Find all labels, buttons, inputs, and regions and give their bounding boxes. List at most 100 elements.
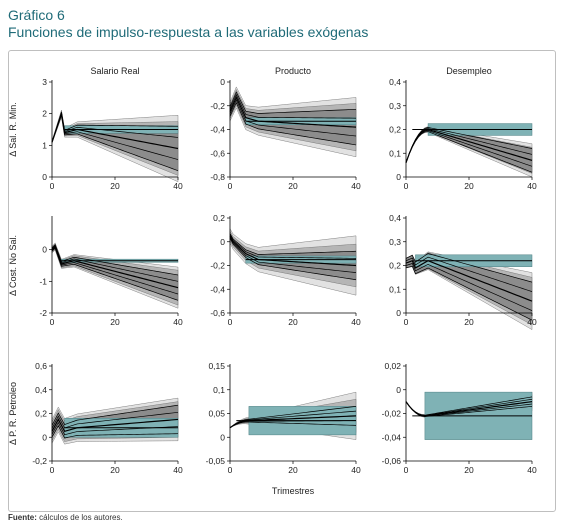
response-line [51, 411, 179, 429]
x-tick-label: 40 [173, 465, 183, 475]
response-line [405, 131, 533, 173]
response-line [51, 244, 179, 282]
y-tick-label: 0 [42, 245, 47, 255]
source-note: Fuente: cálculos de los autores. [8, 513, 123, 522]
column-title: Desempleo [446, 66, 492, 76]
x-tick-label: 40 [527, 181, 537, 191]
y-tick-label: -0,6 [210, 148, 225, 158]
y-tick-label: 1 [42, 140, 47, 150]
response-line [405, 265, 533, 321]
y-tick-label: 0 [396, 385, 401, 395]
column-title: Producto [275, 66, 311, 76]
x-tick-label: 40 [351, 181, 361, 191]
y-tick-label: -0,4 [210, 125, 225, 135]
y-tick-label: 0 [396, 308, 401, 318]
response-line [405, 396, 533, 416]
response-line [405, 128, 533, 163]
x-tick-label: 0 [50, 181, 55, 191]
y-tick-label: -0,06 [382, 456, 402, 466]
response-line [51, 418, 179, 433]
y-tick-label: 0,05 [208, 409, 225, 419]
x-tick-label: 0 [404, 181, 409, 191]
y-tick-label: -0,05 [206, 456, 226, 466]
row-title: Δ P. R. Petroleo [8, 382, 18, 445]
response-line [229, 91, 357, 114]
y-tick-label: -0,6 [210, 308, 225, 318]
y-tick-label: 0 [396, 172, 401, 182]
x-tick-label: 0 [50, 317, 55, 327]
response-line [405, 259, 533, 302]
response-line [229, 93, 357, 119]
y-tick-label: -0,2 [210, 101, 225, 111]
row-title: Δ Cost. No Sal. [8, 235, 18, 296]
y-tick-label: 0,3 [389, 237, 401, 247]
x-tick-label: 0 [404, 317, 409, 327]
source-text: cálculos de los autores. [39, 513, 123, 522]
x-axis-title: Trimestres [272, 486, 315, 496]
y-tick-label: 0,4 [35, 385, 47, 395]
x-tick-label: 20 [288, 181, 298, 191]
y-tick-label: -0,02 [382, 409, 402, 419]
y-tick-label: 0,2 [389, 125, 401, 135]
x-tick-label: 20 [464, 181, 474, 191]
y-tick-label: 0,2 [35, 409, 47, 419]
figure-frame [8, 50, 556, 512]
response-line [51, 404, 179, 426]
y-tick-label: 0,4 [389, 213, 401, 223]
x-tick-label: 20 [110, 181, 120, 191]
x-tick-label: 0 [50, 465, 55, 475]
response-line [229, 238, 357, 281]
x-tick-label: 20 [110, 317, 120, 327]
y-tick-label: -1 [39, 276, 47, 286]
response-line [229, 235, 357, 267]
response-line [51, 113, 179, 150]
y-tick-label: 0 [220, 432, 225, 442]
x-tick-label: 40 [351, 317, 361, 327]
response-line [405, 401, 533, 417]
ci-band-inner [51, 244, 179, 301]
figure-title: Funciones de impulso-respuesta a las var… [8, 24, 369, 40]
x-tick-label: 40 [173, 317, 183, 327]
response-line [229, 99, 357, 137]
response-line [229, 101, 357, 146]
x-tick-label: 40 [527, 317, 537, 327]
response-line [51, 114, 179, 160]
x-tick-label: 40 [173, 181, 183, 191]
response-line [51, 243, 179, 276]
response-line [51, 115, 179, 171]
response-line [405, 127, 533, 163]
y-tick-label: 0,02 [384, 361, 401, 371]
response-line [229, 406, 357, 429]
x-tick-label: 0 [404, 465, 409, 475]
y-tick-label: 0,2 [389, 261, 401, 271]
figure-label: Gráfico 6 [8, 7, 65, 23]
y-tick-label: -0,4 [210, 284, 225, 294]
y-tick-label: -0,04 [382, 432, 402, 442]
y-tick-label: 0,1 [213, 385, 225, 395]
x-tick-label: 20 [464, 317, 474, 327]
response-line [51, 247, 179, 301]
x-tick-label: 40 [351, 465, 361, 475]
x-tick-label: 0 [228, 181, 233, 191]
y-tick-label: -0,2 [32, 456, 47, 466]
y-tick-label: 3 [42, 77, 47, 87]
response-line [51, 112, 179, 143]
y-tick-label: 0,4 [389, 77, 401, 87]
column-title: Salario Real [90, 66, 139, 76]
y-tick-label: 0 [42, 432, 47, 442]
response-line [229, 234, 357, 259]
y-tick-label: 2 [42, 109, 47, 119]
response-line [229, 95, 357, 128]
response-line [405, 263, 533, 311]
response-line [229, 236, 357, 273]
row-title: Δ Sal. R. Min. [8, 102, 18, 157]
y-tick-label: 0 [220, 237, 225, 247]
y-tick-label: 0,15 [208, 361, 225, 371]
response-line [405, 398, 533, 416]
y-tick-label: -2 [39, 308, 47, 318]
x-tick-label: 0 [228, 317, 233, 327]
x-tick-label: 20 [288, 317, 298, 327]
y-tick-label: -0,2 [210, 261, 225, 271]
y-tick-label: -0,8 [210, 172, 225, 182]
